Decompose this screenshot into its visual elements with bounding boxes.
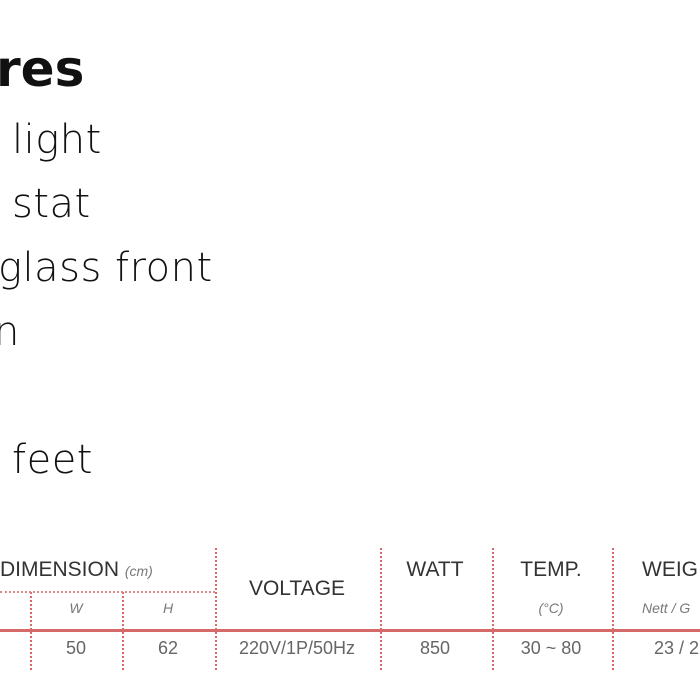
header-weight: WEIG xyxy=(642,558,698,581)
cell-temp: 30 ~ 80 xyxy=(520,638,582,658)
cell-h: 62 xyxy=(157,638,179,658)
cell-voltage: 220V/1P/50Hz xyxy=(238,638,356,658)
feature-item: feet xyxy=(12,437,93,483)
dimension-unit: (cm) xyxy=(124,563,153,579)
header-dimension: DIMENSION (cm) xyxy=(0,558,153,582)
header-underline xyxy=(0,629,700,632)
feature-item: stat xyxy=(12,181,91,227)
cell-weight: 23 / 2 xyxy=(654,638,700,658)
feature-item: light xyxy=(12,117,102,163)
header-temp: TEMP. xyxy=(520,558,582,581)
divider xyxy=(380,548,382,670)
cell-w: 50 xyxy=(65,638,87,658)
header-h: H xyxy=(162,600,174,616)
divider xyxy=(492,548,494,670)
feature-item: n xyxy=(0,309,20,355)
header-weight-sub: Nett / G xyxy=(642,600,691,616)
feature-item: glass front xyxy=(0,245,213,291)
cell-watt: 850 xyxy=(419,638,451,658)
divider xyxy=(612,548,614,670)
header-temp-unit: (°C) xyxy=(538,600,564,616)
divider xyxy=(0,591,215,593)
header-w: W xyxy=(69,600,83,616)
features-heading: res xyxy=(0,40,85,98)
divider xyxy=(215,548,217,670)
header-voltage: VOLTAGE xyxy=(248,577,346,600)
dimension-label: DIMENSION xyxy=(0,558,120,581)
header-watt: WATT xyxy=(406,558,464,581)
